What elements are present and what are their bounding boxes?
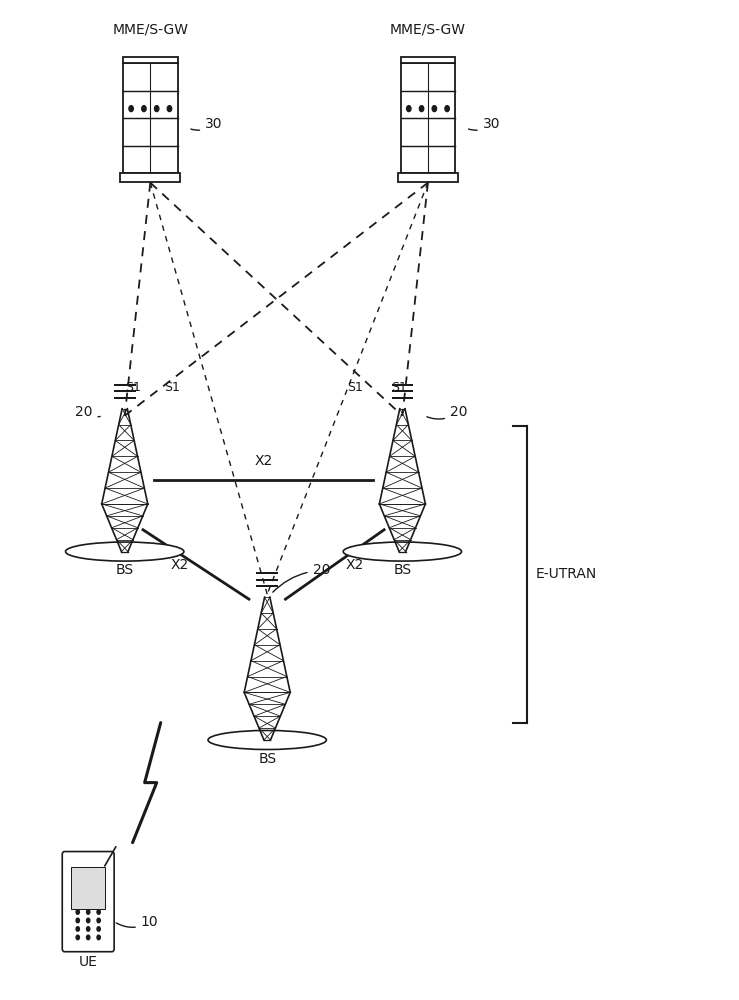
FancyBboxPatch shape	[120, 173, 180, 182]
Circle shape	[154, 106, 159, 112]
Circle shape	[445, 106, 449, 112]
Text: 30: 30	[469, 117, 500, 131]
Text: S1: S1	[347, 381, 363, 394]
Circle shape	[86, 910, 90, 914]
Circle shape	[97, 927, 101, 931]
Circle shape	[76, 935, 79, 940]
Text: BS: BS	[258, 752, 276, 766]
Text: MME/S-GW: MME/S-GW	[390, 23, 466, 37]
Circle shape	[86, 918, 90, 923]
Text: MME/S-GW: MME/S-GW	[112, 23, 188, 37]
Circle shape	[97, 910, 101, 914]
Circle shape	[129, 106, 133, 112]
Circle shape	[86, 927, 90, 931]
FancyBboxPatch shape	[71, 867, 105, 909]
Text: X2: X2	[346, 558, 364, 572]
Text: S1: S1	[126, 381, 141, 394]
Text: 20: 20	[427, 405, 467, 419]
Ellipse shape	[208, 730, 327, 750]
Circle shape	[76, 927, 79, 931]
Text: BS: BS	[116, 563, 134, 577]
Text: 10: 10	[116, 915, 158, 929]
Circle shape	[142, 106, 146, 112]
FancyBboxPatch shape	[123, 57, 177, 63]
Text: 30: 30	[191, 117, 222, 131]
Circle shape	[406, 106, 411, 112]
FancyBboxPatch shape	[62, 852, 114, 952]
Circle shape	[97, 918, 101, 923]
Text: X2: X2	[254, 454, 273, 468]
Circle shape	[76, 910, 79, 914]
Circle shape	[167, 106, 171, 112]
Text: S1: S1	[391, 381, 406, 394]
Circle shape	[432, 106, 437, 112]
Text: X2: X2	[171, 558, 188, 572]
Text: UE: UE	[79, 955, 98, 969]
Circle shape	[97, 935, 101, 940]
Text: BS: BS	[393, 563, 412, 577]
Text: 20: 20	[75, 405, 100, 419]
FancyBboxPatch shape	[401, 63, 455, 173]
Text: E-UTRAN: E-UTRAN	[535, 567, 596, 581]
Circle shape	[76, 918, 79, 923]
Circle shape	[86, 935, 90, 940]
FancyBboxPatch shape	[398, 173, 458, 182]
Text: S1: S1	[164, 381, 180, 394]
Text: 20: 20	[273, 563, 330, 592]
Circle shape	[419, 106, 423, 112]
FancyBboxPatch shape	[401, 57, 455, 63]
FancyBboxPatch shape	[123, 63, 177, 173]
Ellipse shape	[343, 542, 462, 561]
Ellipse shape	[66, 542, 184, 561]
